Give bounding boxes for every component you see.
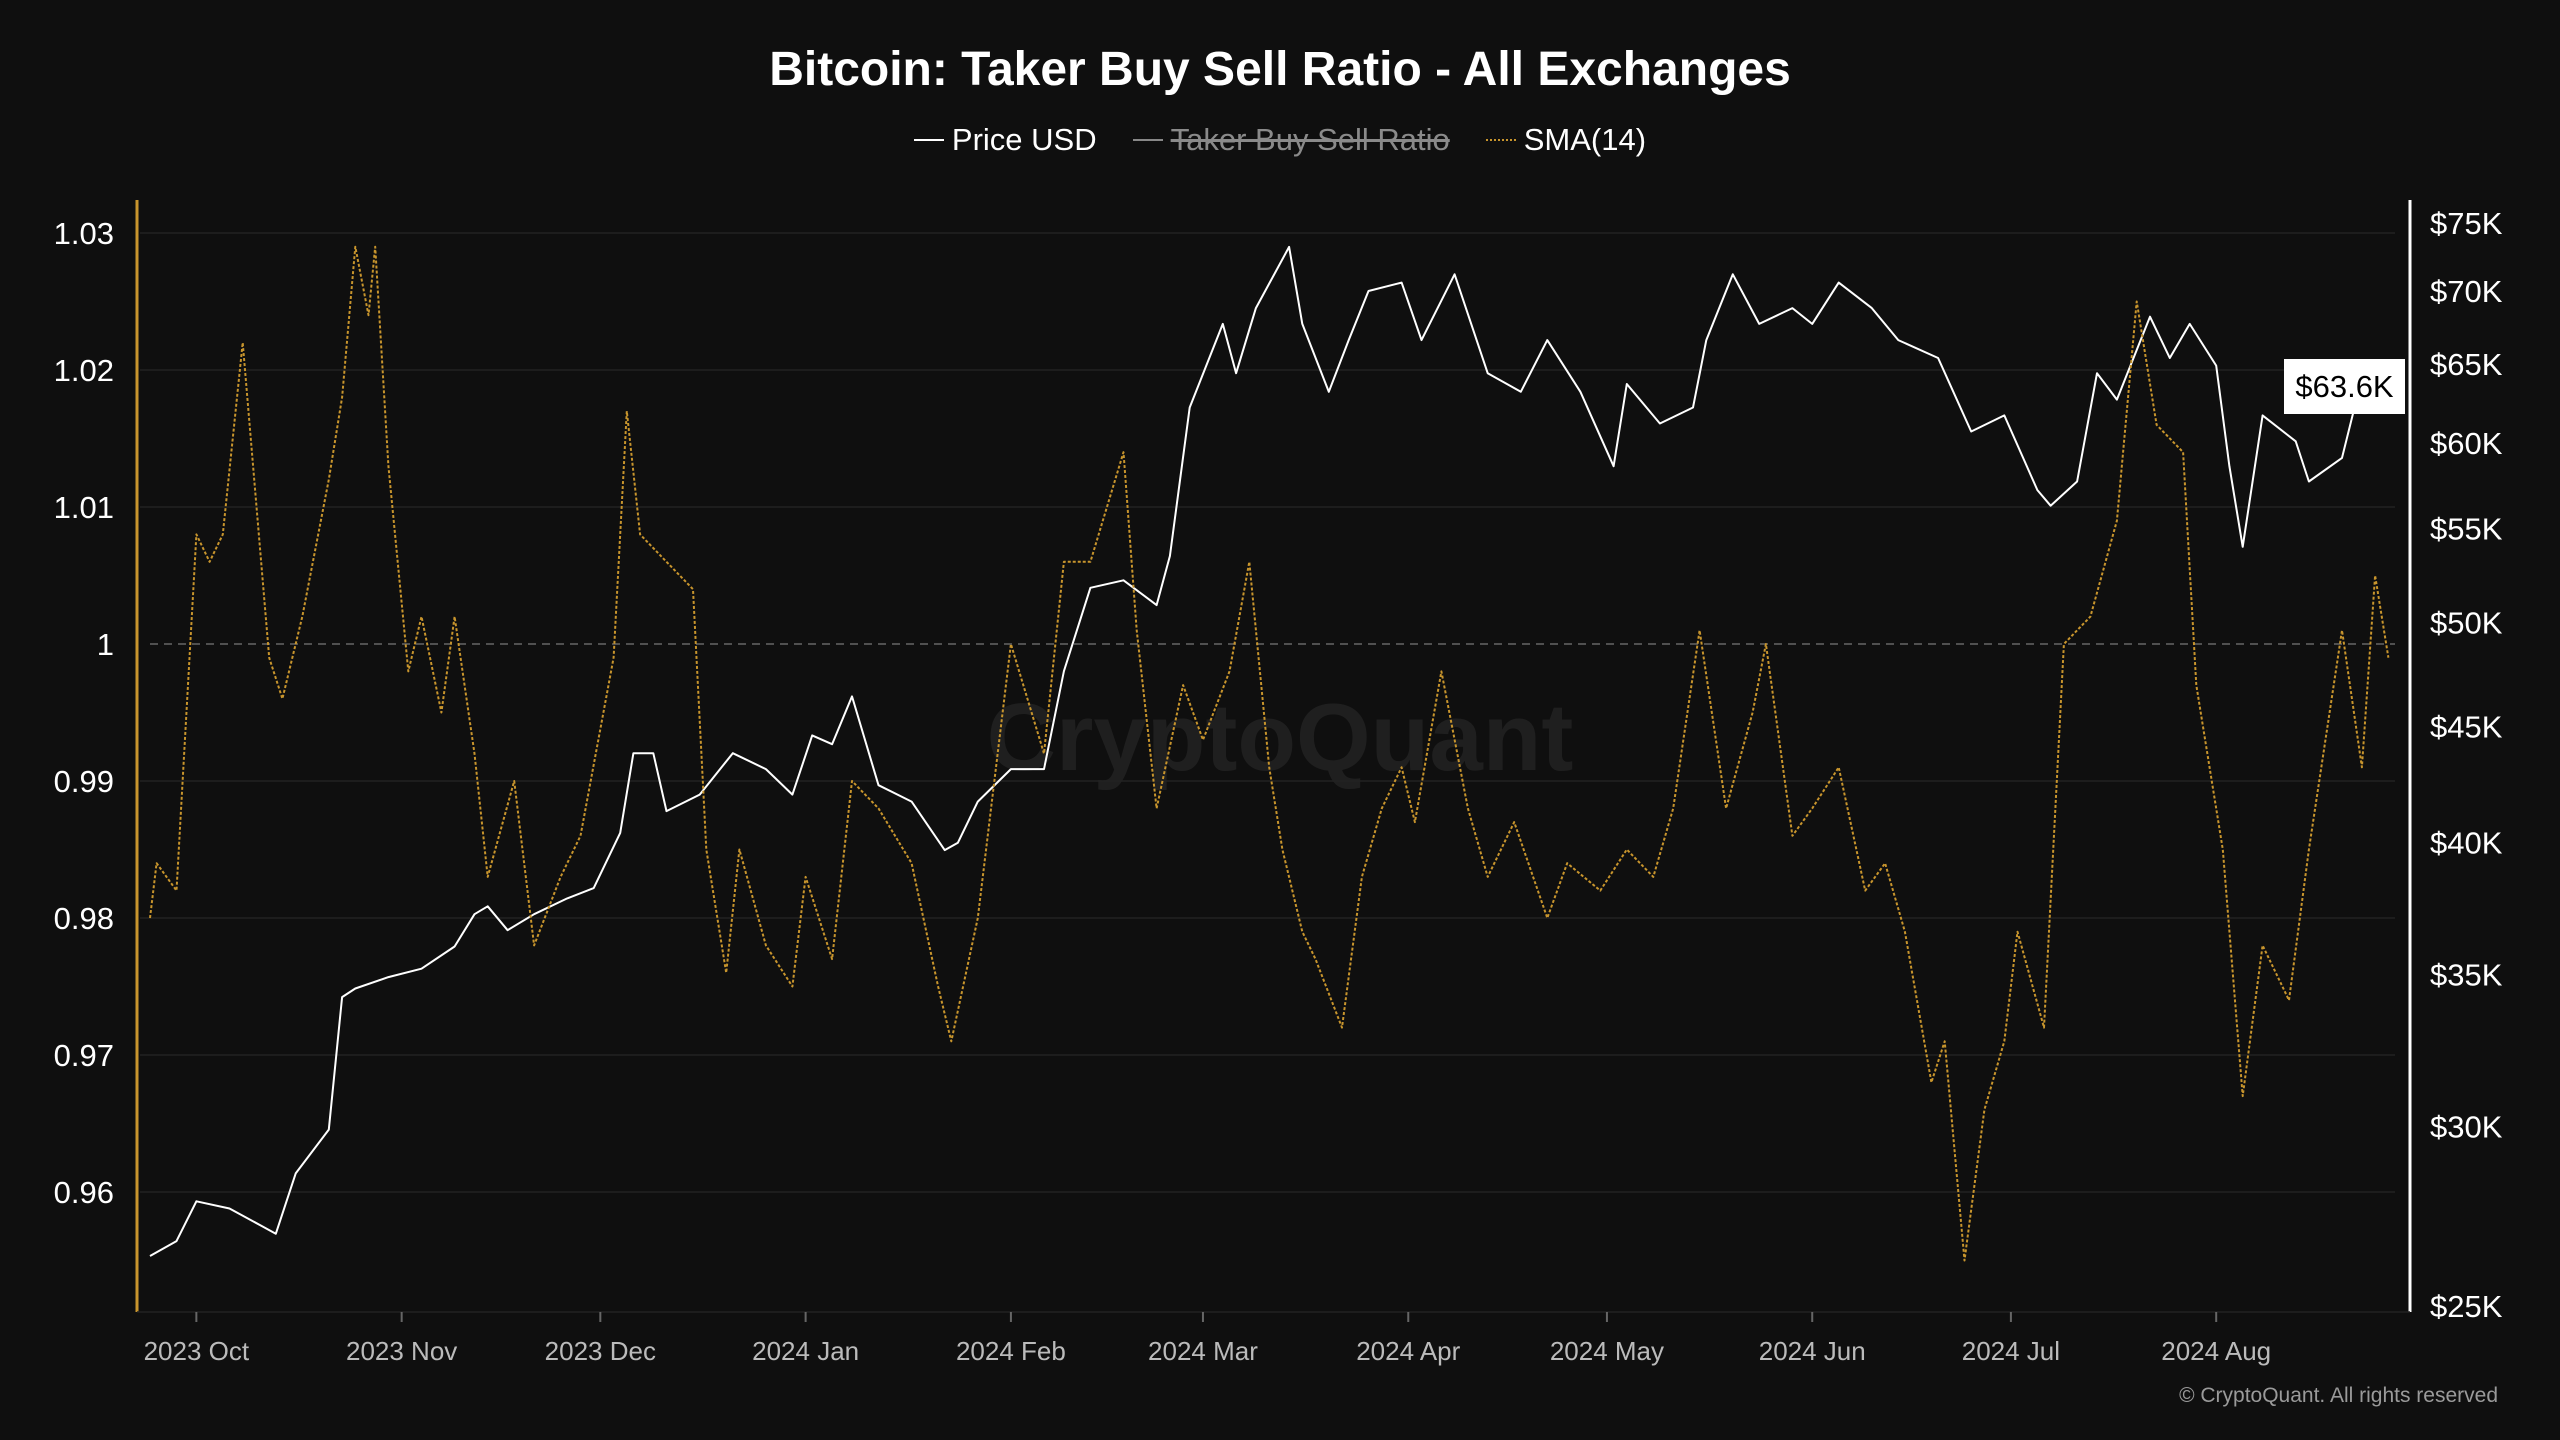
x-tick-label: 2024 Mar (1148, 1336, 1258, 1366)
x-tick-label: 2024 Jan (752, 1336, 859, 1366)
price-usd-line (149, 245, 2383, 1257)
right-tick-label: $40K (2430, 826, 2503, 861)
right-tick-label: $75K (2430, 206, 2503, 241)
left-tick-label: 0.96 (54, 1175, 114, 1210)
legend: Price USD Taker Buy Sell Ratio SMA(14) (0, 122, 2560, 158)
right-tick-label: $55K (2430, 512, 2503, 547)
sma-14-line (149, 245, 2390, 1262)
left-tick-label: 0.99 (54, 764, 114, 799)
left-tick-label: 0.98 (54, 901, 114, 936)
legend-item-sma[interactable]: SMA(14) (1485, 122, 1647, 158)
x-tick-label: 2024 Apr (1356, 1336, 1460, 1366)
right-tick-label: $35K (2430, 957, 2503, 992)
right-tick-label: $70K (2430, 274, 2503, 309)
chart-title: Bitcoin: Taker Buy Sell Ratio - All Exch… (769, 43, 1791, 96)
last-price-tag: $63.6K (2284, 359, 2405, 414)
x-tick-label: 2024 Jul (1962, 1336, 2060, 1366)
sma-swatch (1485, 139, 1516, 141)
legend-item-ratio[interactable]: Taker Buy Sell Ratio (1132, 122, 1450, 158)
x-tick-label: 2024 May (1550, 1336, 1664, 1366)
price-swatch (913, 139, 944, 141)
x-tick-label: 2023 Nov (346, 1336, 457, 1366)
legend-label: SMA(14) (1523, 122, 1647, 157)
x-tick-label: 2024 Aug (2161, 1336, 2271, 1366)
legend-item-price[interactable]: Price USD (913, 122, 1097, 158)
left-tick-label: 1.02 (54, 353, 114, 388)
left-tick-label: 1.01 (54, 490, 114, 525)
left-tick-label: 1 (97, 627, 114, 662)
x-tick-label: 2024 Jun (1759, 1336, 1866, 1366)
right-tick-label: $45K (2430, 710, 2503, 745)
right-tick-label: $30K (2430, 1109, 2503, 1144)
right-tick-label: $50K (2430, 606, 2503, 641)
legend-label: Price USD (951, 122, 1097, 157)
right-tick-label: $60K (2430, 426, 2503, 461)
legend-label: Taker Buy Sell Ratio (1170, 122, 1450, 157)
copyright: © CryptoQuant. All rights reserved (2179, 1384, 2498, 1407)
x-tick-label: 2023 Oct (144, 1336, 250, 1366)
right-tick-label: $25K (2430, 1289, 2503, 1324)
ratio-swatch (1132, 139, 1163, 141)
right-tick-label: $65K (2430, 347, 2503, 382)
left-tick-label: 1.03 (54, 216, 114, 251)
x-tick-label: 2023 Dec (545, 1336, 656, 1366)
watermark: CryptoQuant (987, 684, 1574, 791)
left-tick-label: 0.97 (54, 1038, 114, 1073)
x-tick-label: 2024 Feb (956, 1336, 1066, 1366)
